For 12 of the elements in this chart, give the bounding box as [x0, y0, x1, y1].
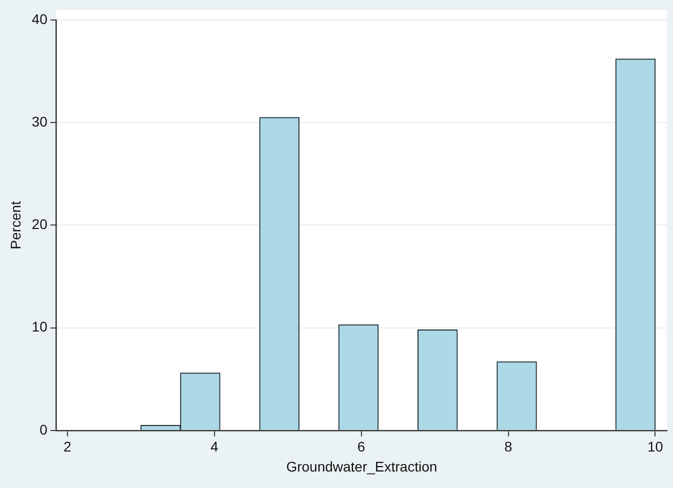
y-axis-title: Percent — [7, 200, 24, 250]
x-tick-label: 8 — [504, 438, 512, 455]
y-tick-label: 40 — [32, 10, 48, 27]
x-tick-label: 6 — [357, 438, 366, 455]
x-tick-label: 4 — [210, 438, 218, 455]
x-tick-label: 10 — [647, 438, 664, 455]
y-tick-label: 20 — [32, 216, 48, 232]
y-tick-label: 30 — [32, 113, 48, 130]
x-axis-title: Groundwater_Extraction — [286, 458, 438, 474]
y-tick-label: 0 — [40, 421, 48, 438]
y-tick-label: 10 — [32, 318, 48, 335]
x-tick-label: 2 — [63, 438, 72, 455]
